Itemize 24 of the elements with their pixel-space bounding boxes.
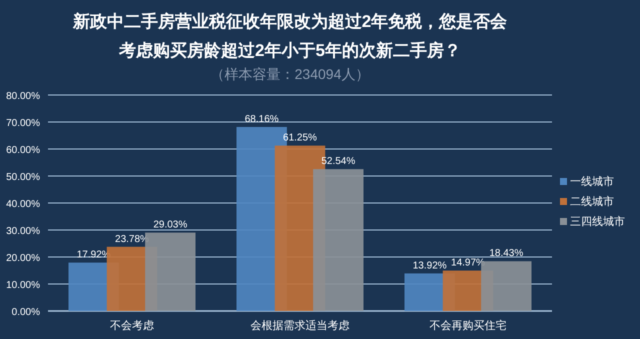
y-tick-label: 70.00% xyxy=(6,118,40,129)
y-tick-label: 10.00% xyxy=(6,280,40,291)
subtitle: （样本容量：234094人） xyxy=(210,66,370,82)
x-tick-label: 会根据需求适当考虑 xyxy=(250,319,350,332)
data-label: 13.92% xyxy=(412,260,447,272)
legend-label: 三四线城市 xyxy=(570,215,625,228)
legend-label: 一线城市 xyxy=(570,175,614,188)
data-label: 23.78% xyxy=(115,234,150,245)
data-label: 29.03% xyxy=(153,220,188,231)
legend-label: 二线城市 xyxy=(570,195,614,208)
data-label: 14.97% xyxy=(451,258,486,269)
data-label: 61.25% xyxy=(283,132,318,144)
data-label: 18.43% xyxy=(489,248,524,260)
bar xyxy=(313,169,364,311)
y-tick-label: 60.00% xyxy=(6,145,40,156)
title: 新政中二手房营业税征收年限改为超过2年免税，您是否会考虑购买房龄超过2年小于5年的次新二手房？ xyxy=(72,12,508,60)
y-tick-label: 0.00% xyxy=(12,307,40,318)
x-tick-label: 不会再购买住宅 xyxy=(430,319,506,332)
y-tick-label: 50.00% xyxy=(6,172,40,183)
y-tick-label: 20.00% xyxy=(6,253,40,264)
y-tick-label: 30.00% xyxy=(6,226,40,237)
y-tick-label: 40.00% xyxy=(6,199,40,210)
y-tick-label: 80.00% xyxy=(6,91,40,102)
x-tick-label: 不会考虑 xyxy=(110,319,154,332)
